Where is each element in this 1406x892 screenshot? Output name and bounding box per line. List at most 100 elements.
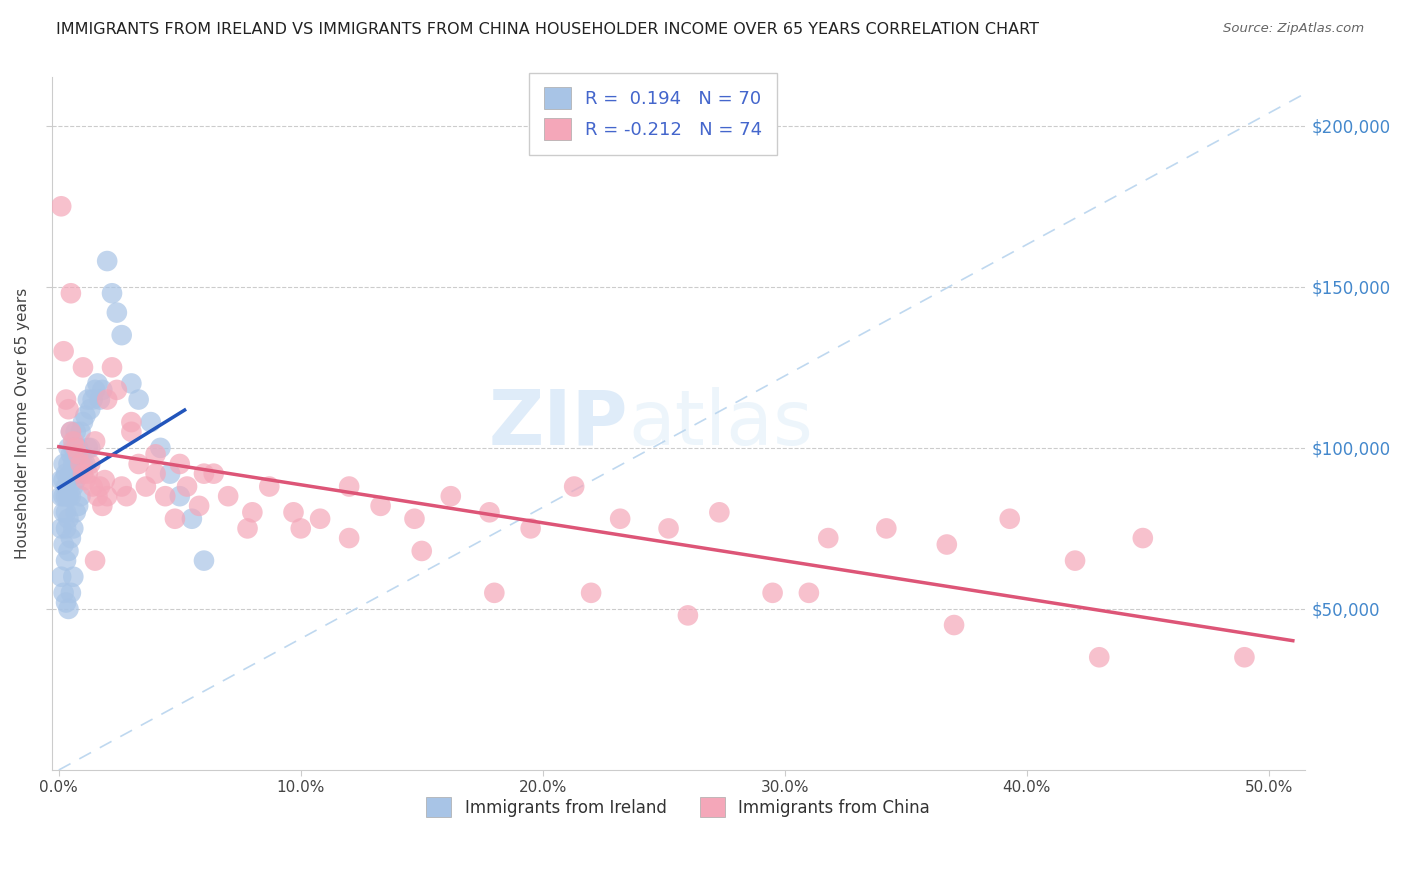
Point [59,286,82,301]
Point [55,489,77,503]
Point [65,505,87,519]
Point [75,473,97,487]
Point [76,467,98,481]
Point [478,505,501,519]
Point [67,441,90,455]
Point [52,586,75,600]
Y-axis label: Householder Income Over 65 years: Householder Income Over 65 years [15,288,30,559]
Point [51,199,73,213]
Point [65,473,87,487]
Point [69,425,91,439]
Point [96,392,118,407]
Point [58,441,80,455]
Point [76,392,98,407]
Point [69,457,91,471]
Point [89,479,111,493]
Point [72,467,94,481]
Point [155,489,177,503]
Point [411,544,433,558]
Point [58,489,80,503]
Point [65,447,87,461]
Point [193,467,215,481]
Point [52,489,75,503]
Point [67,499,90,513]
Point [69,489,91,503]
Text: Source: ZipAtlas.com: Source: ZipAtlas.com [1223,22,1364,36]
Point [259,479,281,493]
Point [145,467,167,481]
Point [76,441,98,455]
Point [290,521,312,535]
Point [935,537,957,551]
Point [163,512,186,526]
Point [51,489,73,503]
Point [105,305,128,319]
Point [59,586,82,600]
Point [62,457,84,471]
Point [51,570,73,584]
Point [65,441,87,455]
Point [202,467,225,481]
Point [135,479,157,493]
Point [579,586,602,600]
Point [111,479,134,493]
Point [120,425,142,439]
Point [84,383,107,397]
Point [145,447,167,461]
Point [998,512,1021,526]
Point [55,479,77,493]
Point [59,447,82,461]
Point [91,383,114,397]
Point [159,467,181,481]
Point [101,360,124,375]
Point [55,505,77,519]
Point [1088,650,1111,665]
Point [762,586,785,600]
Point [440,489,463,503]
Point [55,467,77,481]
Point [217,489,239,503]
Point [120,376,142,391]
Point [105,383,128,397]
Point [562,479,585,493]
Point [176,479,198,493]
Point [65,425,87,439]
Point [79,402,101,417]
Point [236,521,259,535]
Point [79,457,101,471]
Point [657,521,679,535]
Point [370,499,392,513]
Point [82,392,104,407]
Point [609,512,631,526]
Point [58,512,80,526]
Point [59,531,82,545]
Point [309,512,332,526]
Point [72,457,94,471]
Point [149,441,172,455]
Point [180,512,202,526]
Point [58,544,80,558]
Point [1132,531,1154,545]
Point [817,531,839,545]
Point [797,586,820,600]
Point [67,447,90,461]
Point [52,344,75,359]
Point [82,479,104,493]
Point [52,537,75,551]
Point [1233,650,1256,665]
Point [58,457,80,471]
Point [79,441,101,455]
Point [69,457,91,471]
Point [240,505,263,519]
Point [94,473,117,487]
Point [62,521,84,535]
Point [55,553,77,567]
Point [101,286,124,301]
Point [943,618,966,632]
Point [519,521,541,535]
Point [52,505,75,519]
Point [51,473,73,487]
Point [75,457,97,471]
Point [72,360,94,375]
Point [58,602,80,616]
